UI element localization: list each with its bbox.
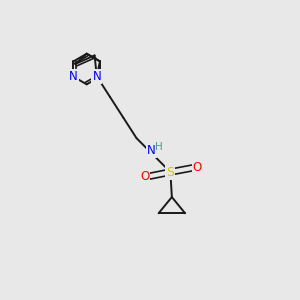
Text: O: O	[193, 161, 202, 174]
Text: N: N	[147, 144, 156, 157]
Text: O: O	[140, 170, 149, 183]
Text: N: N	[92, 70, 101, 83]
Text: H: H	[155, 142, 163, 152]
Text: S: S	[167, 166, 174, 178]
Text: N: N	[69, 70, 78, 83]
